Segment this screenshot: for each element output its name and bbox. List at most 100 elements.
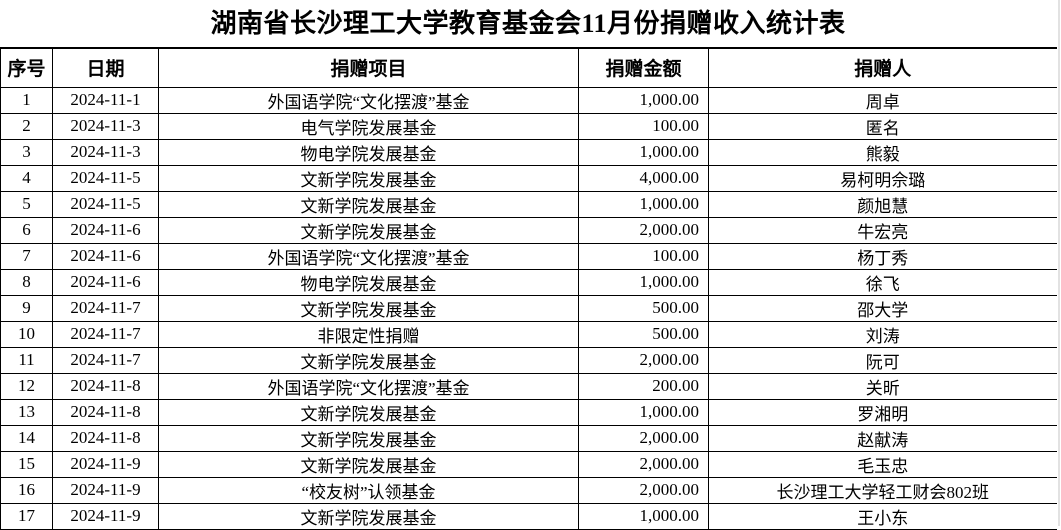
table-row: 10 2024-11-7 非限定性捐赠 500.00 刘涛 — [0, 320, 1057, 348]
row-number-cell: 11 — [0, 346, 53, 374]
table-row: 13 2024-11-8 文新学院发展基金 1,000.00 罗湘明 — [0, 398, 1057, 426]
donor-cell: 长沙理工大学轻工财会802班 — [708, 476, 1057, 504]
date-cell: 2024-11-6 — [52, 242, 159, 270]
project-cell: 文新学院发展基金 — [158, 216, 579, 244]
table-row: 9 2024-11-7 文新学院发展基金 500.00 邵大学 — [0, 294, 1057, 322]
amount-cell: 500.00 — [578, 294, 709, 322]
page-title: 湖南省长沙理工大学教育基金会11月份捐赠收入统计表 — [210, 9, 846, 38]
amount-cell: 200.00 — [578, 372, 709, 400]
date-cell: 2024-11-3 — [52, 138, 159, 166]
row-number-cell: 17 — [0, 502, 53, 530]
date-cell: 2024-11-8 — [52, 372, 159, 400]
amount-cell: 2,000.00 — [578, 216, 709, 244]
amount-cell: 1,000.00 — [578, 138, 709, 166]
amount-cell: 1,000.00 — [578, 398, 709, 426]
date-cell: 2024-11-5 — [52, 164, 159, 192]
donor-cell: 赵献涛 — [708, 424, 1057, 452]
table-row: 2 2024-11-3 电气学院发展基金 100.00 匿名 — [0, 112, 1057, 140]
date-cell: 2024-11-6 — [52, 216, 159, 244]
donor-cell: 刘涛 — [708, 320, 1057, 348]
donor-cell: 王小东 — [708, 502, 1057, 530]
amount-cell: 2,000.00 — [578, 424, 709, 452]
date-cell: 2024-11-8 — [52, 398, 159, 426]
date-cell: 2024-11-6 — [52, 268, 159, 296]
row-number-cell: 4 — [0, 164, 53, 192]
table-row: 17 2024-11-9 文新学院发展基金 1,000.00 王小东 — [0, 502, 1057, 530]
table-body: 1 2024-11-1 外国语学院“文化摆渡”基金 1,000.00 周卓 2 2024-1… — [0, 86, 1057, 530]
project-cell: 文新学院发展基金 — [158, 346, 579, 374]
donor-cell: 杨丁秀 — [708, 242, 1057, 270]
date-cell: 2024-11-9 — [52, 502, 159, 530]
table-row: 5 2024-11-5 文新学院发展基金 1,000.00 颜旭慧 — [0, 190, 1057, 218]
donation-table: 序号 日期 捐赠项目 捐赠金额 捐赠人 1 2024-11-1 外国语学院“文化摆渡… — [0, 47, 1057, 530]
date-cell: 2024-11-1 — [52, 86, 159, 114]
table-row: 8 2024-11-6 物电学院发展基金 1,000.00 徐飞 — [0, 268, 1057, 296]
table-row: 1 2024-11-1 外国语学院“文化摆渡”基金 1,000.00 周卓 — [0, 86, 1057, 114]
donor-cell: 罗湘明 — [708, 398, 1057, 426]
project-cell: 文新学院发展基金 — [158, 450, 579, 478]
project-cell: 外国语学院“文化摆渡”基金 — [158, 242, 579, 270]
row-number-cell: 8 — [0, 268, 53, 296]
column-header-date: 日期 — [52, 47, 159, 88]
date-cell: 2024-11-7 — [52, 346, 159, 374]
donor-cell: 徐飞 — [708, 268, 1057, 296]
date-cell: 2024-11-9 — [52, 476, 159, 504]
date-cell: 2024-11-5 — [52, 190, 159, 218]
row-number-cell: 13 — [0, 398, 53, 426]
donor-cell: 颜旭慧 — [708, 190, 1057, 218]
amount-cell: 100.00 — [578, 242, 709, 270]
amount-cell: 2,000.00 — [578, 476, 709, 504]
amount-cell: 2,000.00 — [578, 346, 709, 374]
project-cell: 外国语学院“文化摆渡”基金 — [158, 372, 579, 400]
amount-cell: 2,000.00 — [578, 450, 709, 478]
amount-cell: 4,000.00 — [578, 164, 709, 192]
row-number-cell: 15 — [0, 450, 53, 478]
table-row: 4 2024-11-5 文新学院发展基金 4,000.00 易柯明佘璐 — [0, 164, 1057, 192]
amount-cell: 100.00 — [578, 112, 709, 140]
row-number-cell: 10 — [0, 320, 53, 348]
row-number-cell: 2 — [0, 112, 53, 140]
project-cell: 文新学院发展基金 — [158, 398, 579, 426]
project-cell: 外国语学院“文化摆渡”基金 — [158, 86, 579, 114]
donor-cell: 易柯明佘璐 — [708, 164, 1057, 192]
donor-cell: 匿名 — [708, 112, 1057, 140]
project-cell: 非限定性捐赠 — [158, 320, 579, 348]
project-cell: 文新学院发展基金 — [158, 424, 579, 452]
date-cell: 2024-11-9 — [52, 450, 159, 478]
table-row: 12 2024-11-8 外国语学院“文化摆渡”基金 200.00 关昕 — [0, 372, 1057, 400]
project-cell: 文新学院发展基金 — [158, 190, 579, 218]
column-header-donor: 捐赠人 — [708, 47, 1057, 88]
table-row: 7 2024-11-6 外国语学院“文化摆渡”基金 100.00 杨丁秀 — [0, 242, 1057, 270]
column-header-amount: 捐赠金额 — [578, 47, 709, 88]
amount-cell: 1,000.00 — [578, 268, 709, 296]
column-header-serial: 序号 — [0, 47, 53, 88]
row-number-cell: 14 — [0, 424, 53, 452]
date-cell: 2024-11-8 — [52, 424, 159, 452]
project-cell: 物电学院发展基金 — [158, 268, 579, 296]
donor-cell: 毛玉忠 — [708, 450, 1057, 478]
amount-cell: 1,000.00 — [578, 502, 709, 530]
project-cell: 电气学院发展基金 — [158, 112, 579, 140]
table-row: 6 2024-11-6 文新学院发展基金 2,000.00 牛宏亮 — [0, 216, 1057, 244]
donor-cell: 牛宏亮 — [708, 216, 1057, 244]
amount-cell: 500.00 — [578, 320, 709, 348]
row-number-cell: 7 — [0, 242, 53, 270]
column-header-project: 捐赠项目 — [158, 47, 579, 88]
header-row: 序号 日期 捐赠项目 捐赠金额 捐赠人 — [0, 47, 1057, 88]
row-number-cell: 16 — [0, 476, 53, 504]
row-number-cell: 5 — [0, 190, 53, 218]
window-edge-line — [1058, 0, 1060, 526]
project-cell: 文新学院发展基金 — [158, 502, 579, 530]
table-row: 11 2024-11-7 文新学院发展基金 2,000.00 阮可 — [0, 346, 1057, 374]
amount-cell: 1,000.00 — [578, 190, 709, 218]
donor-cell: 熊毅 — [708, 138, 1057, 166]
table-row: 14 2024-11-8 文新学院发展基金 2,000.00 赵献涛 — [0, 424, 1057, 452]
table-row: 15 2024-11-9 文新学院发展基金 2,000.00 毛玉忠 — [0, 450, 1057, 478]
donor-cell: 周卓 — [708, 86, 1057, 114]
project-cell: 文新学院发展基金 — [158, 294, 579, 322]
project-cell: 文新学院发展基金 — [158, 164, 579, 192]
date-cell: 2024-11-3 — [52, 112, 159, 140]
project-cell: 物电学院发展基金 — [158, 138, 579, 166]
date-cell: 2024-11-7 — [52, 320, 159, 348]
date-cell: 2024-11-7 — [52, 294, 159, 322]
